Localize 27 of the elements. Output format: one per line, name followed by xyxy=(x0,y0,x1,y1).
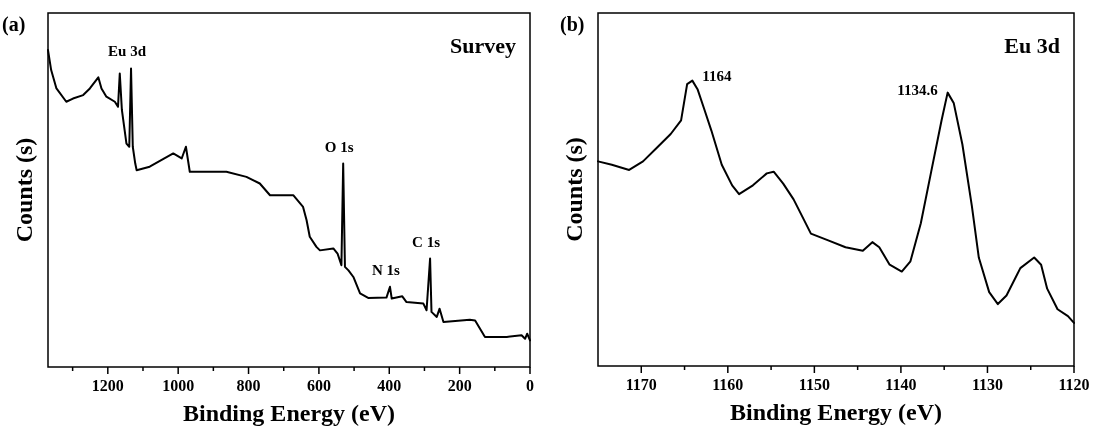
annotation: O 1s xyxy=(324,138,354,155)
x-axis-title: Binding Energy (eV) xyxy=(729,399,943,425)
x-tick-label: 1000 xyxy=(162,377,195,394)
annotation: 1134.6 xyxy=(897,81,939,98)
text: (b) xyxy=(560,13,585,36)
x-tick-label: 1120 xyxy=(1058,376,1090,393)
x-tick-label: 1160 xyxy=(712,376,744,393)
x-tick-label: 200 xyxy=(447,377,472,394)
annotation: N 1s xyxy=(372,261,401,278)
annotation: C 1s xyxy=(412,233,441,250)
x-tick-label: 1170 xyxy=(625,376,657,393)
x-tick-label: 1200 xyxy=(91,377,124,394)
x-tick-label: 1140 xyxy=(885,376,917,393)
y-axis-title: Counts (s) xyxy=(11,137,37,243)
x-tick-label: 600 xyxy=(306,377,331,394)
chart-title: Survey xyxy=(450,33,516,58)
x-tick-label: 1130 xyxy=(971,376,1004,393)
annotation: Eu 3d xyxy=(108,43,147,60)
x-tick-label: 400 xyxy=(377,377,402,394)
x-tick-label: 1150 xyxy=(798,376,830,393)
annotation: 1164 xyxy=(702,67,733,84)
chart-title: Eu 3d xyxy=(1004,33,1060,58)
y-axis-title: Counts (s) xyxy=(561,137,587,242)
x-tick-label: 800 xyxy=(236,377,261,394)
x-tick-label: 0 xyxy=(526,377,534,394)
text: (a) xyxy=(2,13,26,36)
x-axis-title: Binding Energy (eV) xyxy=(182,400,396,426)
